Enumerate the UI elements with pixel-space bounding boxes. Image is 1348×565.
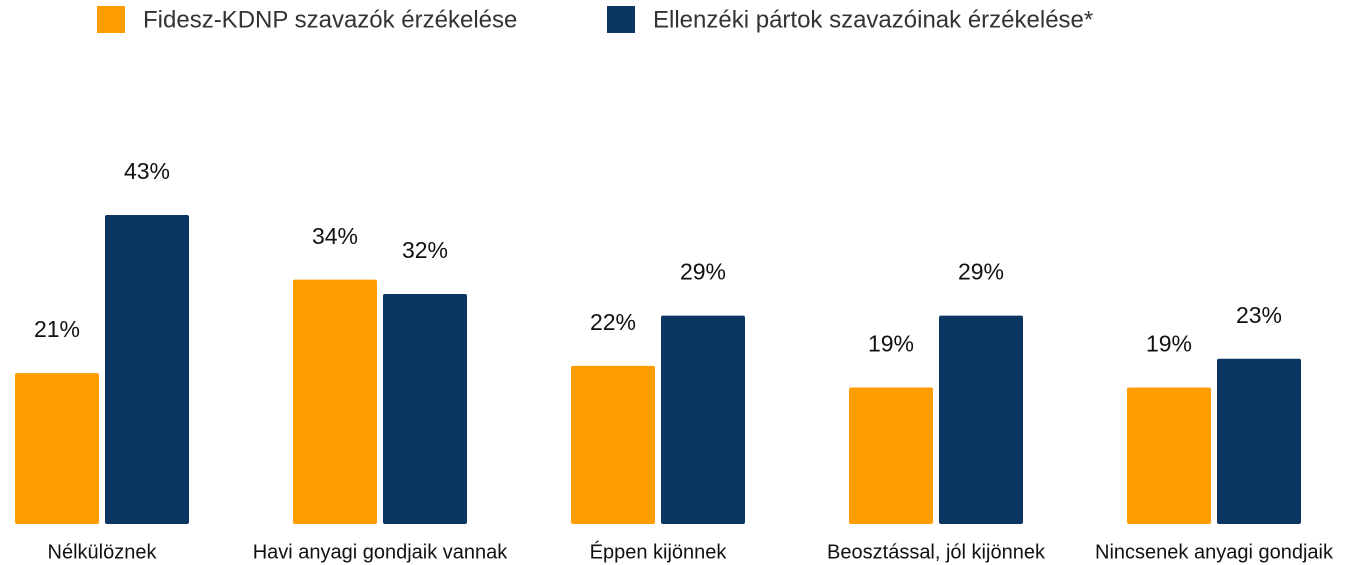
legend-swatch	[97, 6, 125, 33]
x-tick-label: Nincsenek anyagi gondjaik	[1095, 541, 1334, 563]
value-label: 29%	[958, 259, 1004, 285]
value-label: 23%	[1236, 302, 1282, 328]
value-label: 34%	[312, 223, 358, 249]
legend-label: Fidesz-KDNP szavazók érzékelése	[143, 6, 517, 33]
x-tick-label: Beosztással, jól kijönnek	[827, 541, 1046, 563]
bar	[383, 294, 467, 524]
bar	[293, 279, 377, 524]
x-tick-label: Havi anyagi gondjaik vannak	[253, 541, 509, 563]
bar	[105, 215, 189, 524]
value-label: 19%	[1146, 331, 1192, 357]
bar	[1217, 358, 1301, 524]
value-label: 29%	[680, 259, 726, 285]
legend-label: Ellenzéki pártok szavazóinak érzékelése*	[653, 6, 1093, 33]
x-tick-label: Éppen kijönnek	[590, 540, 728, 563]
bar	[661, 315, 745, 524]
bar	[15, 373, 99, 524]
bar	[1127, 387, 1211, 524]
bar	[849, 387, 933, 524]
bar	[571, 365, 655, 524]
value-label: 21%	[34, 316, 80, 342]
bar	[939, 315, 1023, 524]
value-label: 32%	[402, 237, 448, 263]
value-label: 19%	[868, 331, 914, 357]
value-label: 22%	[590, 309, 636, 335]
value-label: 43%	[124, 158, 170, 184]
x-tick-label: Nélkülöznek	[48, 541, 158, 563]
legend-swatch	[607, 6, 635, 33]
